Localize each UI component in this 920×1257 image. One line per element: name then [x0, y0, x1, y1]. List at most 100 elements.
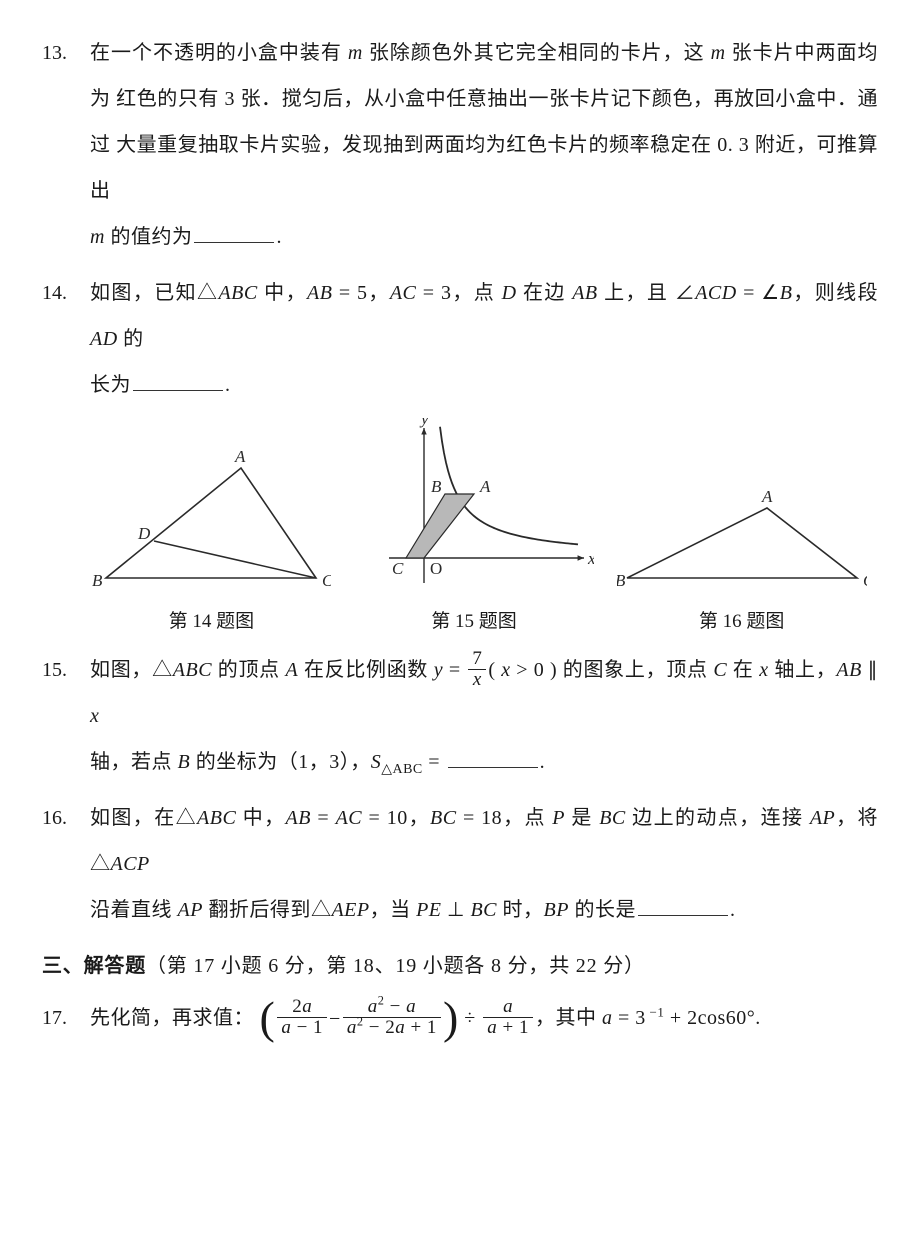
figure-16-caption: 第 16 题图	[699, 606, 785, 633]
x: x	[759, 659, 768, 681]
question-16: 16. 如图，在△ABC 中，AB = AC = 10，BC = 18，点 P …	[42, 795, 878, 933]
q15-body: 如图，△ABC 的顶点 A 在反比例函数 y = 7x( x > 0 ) 的图象…	[90, 647, 878, 785]
d: − 1	[291, 1017, 323, 1038]
frac-num: 7	[468, 649, 486, 670]
frac-den: a + 1	[483, 1018, 533, 1038]
period: .	[755, 1007, 761, 1029]
acd: ACD	[695, 282, 737, 304]
c: C	[713, 659, 727, 681]
t: = 5，	[332, 282, 389, 304]
t: + 2cos60°	[664, 1007, 755, 1029]
figure-16: ABC 第 16 题图	[617, 488, 867, 633]
figure-15: yxOABC 第 15 题图	[354, 418, 594, 633]
t: 在	[727, 659, 759, 681]
figures-row: ABCD 第 14 题图 yxOABC 第 15 题图 ABC 第 16 题图	[80, 418, 878, 633]
period: .	[540, 751, 546, 773]
tri: △	[152, 659, 173, 681]
t: 的坐标为（1，3），	[190, 751, 371, 773]
q16-number: 16.	[42, 795, 90, 841]
t: 的值约为	[105, 226, 193, 248]
x: x	[90, 705, 99, 727]
fraction-2: a2 − a a2 − 2a + 1	[343, 997, 441, 1038]
paren-expr: ( 2a a − 1 − a2 − a a2 − 2a + 1 )	[260, 996, 459, 1042]
answer-blank	[638, 893, 728, 916]
bc2: BC	[599, 807, 626, 829]
t: 中，	[236, 807, 285, 829]
answer-blank	[194, 220, 274, 243]
t: 上，且 ∠	[598, 282, 696, 304]
t: 轴上，	[769, 659, 837, 681]
left-paren: (	[260, 997, 276, 1038]
a: a	[602, 1007, 613, 1029]
q14-body: 如图，已知△ABC 中，AB = 5，AC = 3，点 D 在边 AB 上，且 …	[90, 270, 878, 408]
figure-14-svg: ABCD	[91, 448, 331, 598]
div: ÷	[464, 1007, 481, 1029]
d: D	[502, 282, 517, 304]
q16-body: 如图，在△ABC 中，AB = AC = 10，BC = 18，点 P 是 BC…	[90, 795, 878, 933]
t: 是	[565, 807, 599, 829]
t: = ∠	[737, 282, 780, 304]
svg-text:x: x	[587, 549, 594, 568]
question-13: 13. 在一个不透明的小盒中装有 m 张除颜色外其它完全相同的卡片，这 m 张卡…	[42, 30, 878, 260]
bang: B	[780, 282, 793, 304]
n: 2	[292, 996, 302, 1017]
t: = 18，点	[457, 807, 553, 829]
t: 的图象上，顶点	[557, 659, 713, 681]
a: A	[286, 659, 299, 681]
ac: AC	[336, 807, 363, 829]
bc: BC	[430, 807, 457, 829]
d: a	[281, 1017, 291, 1038]
ab: AB	[836, 659, 861, 681]
ap: AP	[810, 807, 835, 829]
d: + 1	[405, 1017, 437, 1038]
t: 大量重复抽取卡片实验，发现抽到两面均为红色卡片的频率稳定在 0. 3 附近，可推…	[90, 134, 878, 202]
t: ，将	[835, 807, 878, 829]
eq: =	[443, 659, 466, 681]
t: ，其中	[535, 1007, 602, 1029]
q17-body: 先化简，再求值： ( 2a a − 1 − a2 − a a2 − 2a + 1…	[90, 995, 878, 1042]
period: .	[225, 374, 231, 396]
ab: AB	[307, 282, 332, 304]
period: .	[276, 226, 282, 248]
n: a	[368, 996, 378, 1017]
q14-number: 14.	[42, 270, 90, 316]
t: 张除颜色外其它完全相同的卡片，这	[363, 42, 711, 64]
ac: AC	[390, 282, 417, 304]
question-17: 17. 先化简，再求值： ( 2a a − 1 − a2 − a a2 − 2a…	[42, 995, 878, 1042]
t: (	[488, 659, 501, 681]
svg-text:B: B	[431, 477, 442, 496]
d: a	[487, 1017, 497, 1038]
abc: ABC	[173, 659, 212, 681]
svg-text:D: D	[137, 524, 151, 543]
t: =	[311, 807, 336, 829]
acp: ACP	[111, 853, 150, 875]
t: 如图，	[90, 659, 152, 681]
fraction-1: 2a a − 1	[277, 997, 327, 1038]
svg-text:B: B	[617, 571, 626, 590]
aep: AEP	[331, 899, 369, 921]
q17-number: 17.	[42, 995, 90, 1041]
t: = 3，点	[416, 282, 501, 304]
para: ∥	[862, 659, 878, 681]
figure-16-svg: ABC	[617, 488, 867, 598]
t: 如图，已知	[90, 282, 197, 304]
y: y	[434, 659, 443, 681]
section-3-title: 三、解答题	[42, 955, 146, 977]
n: a	[406, 996, 416, 1017]
exam-page: 13. 在一个不透明的小盒中装有 m 张除颜色外其它完全相同的卡片，这 m 张卡…	[0, 0, 920, 1257]
t: > 0 )	[511, 659, 558, 681]
answer-blank	[133, 368, 223, 391]
question-15: 15. 如图，△ABC 的顶点 A 在反比例函数 y = 7x( x > 0 )…	[42, 647, 878, 785]
pe: PE	[416, 899, 441, 921]
t: 在反比例函数	[298, 659, 434, 681]
p: P	[552, 807, 565, 829]
figure-14-caption: 第 14 题图	[169, 606, 255, 633]
q13-body: 在一个不透明的小盒中装有 m 张除颜色外其它完全相同的卡片，这 m 张卡片中两面…	[90, 30, 878, 260]
q13-number: 13.	[42, 30, 90, 76]
sub: △ABC	[381, 762, 423, 777]
s: S	[371, 751, 382, 773]
svg-text:C: C	[322, 571, 331, 590]
section-3-scoring: （第 17 小题 6 分，第 18、19 小题各 8 分，共 22 分）	[146, 955, 645, 977]
svg-text:A: A	[234, 448, 246, 466]
x: x	[501, 659, 510, 681]
